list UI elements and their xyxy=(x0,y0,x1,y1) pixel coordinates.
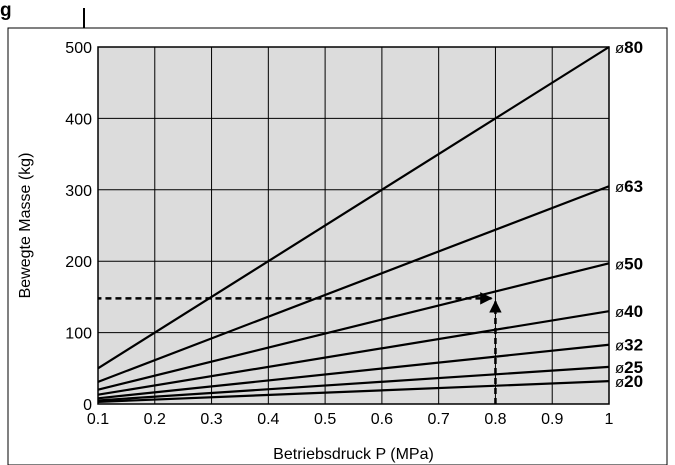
y-tick-label: 0 xyxy=(83,397,92,414)
series-line-d80 xyxy=(97,46,610,370)
series-line-d50 xyxy=(97,262,610,391)
series-line-d32 xyxy=(97,343,610,400)
x-tick-label: 0.4 xyxy=(257,411,279,428)
y-axis-label: Bewegte Masse (kg) xyxy=(17,153,34,299)
x-tick-label: 0.3 xyxy=(200,411,222,428)
series-label-d25: ø25 xyxy=(615,358,643,377)
x-tick-label: 0.7 xyxy=(428,411,450,428)
series-label-d40: ø40 xyxy=(615,302,643,321)
x-axis-ticks: 0.1 0.2 0.3 0.4 0.5 0.6 0.7 0.8 0.9 1 xyxy=(87,411,614,428)
plot-border xyxy=(97,46,610,405)
y-tick-label: 100 xyxy=(65,326,92,343)
x-tick-label: 0.6 xyxy=(371,411,393,428)
x-tick-label: 0.2 xyxy=(144,411,166,428)
y-tick-label: 200 xyxy=(65,254,92,271)
series-label-d80: ø80 xyxy=(615,38,643,57)
x-tick-label: 0.8 xyxy=(484,411,506,428)
y-tick-label: 400 xyxy=(65,111,92,128)
series-lines xyxy=(97,46,610,403)
x-tick-label: 1 xyxy=(605,411,614,428)
x-tick-label: 0.5 xyxy=(314,411,336,428)
x-tick-label: 0.9 xyxy=(541,411,563,428)
series-label-d20: ø20 xyxy=(615,372,643,391)
series-label-d32: ø32 xyxy=(615,336,643,355)
series-line-d63 xyxy=(97,185,610,383)
x-tick-label: 0.1 xyxy=(87,411,109,428)
y-tick-label: 500 xyxy=(65,40,92,57)
y-tick-label: 300 xyxy=(65,183,92,200)
series-label-d63: ø63 xyxy=(615,177,643,196)
plot-area xyxy=(98,47,609,404)
series-line-d20 xyxy=(97,380,610,403)
x-axis-label: Betriebsdruck P (MPa) xyxy=(273,446,434,463)
series-label-d50: ø50 xyxy=(615,254,643,273)
y-axis-ticks: 0 100 200 300 400 500 xyxy=(65,40,92,414)
series-line-d25 xyxy=(97,365,610,402)
page-heading: g xyxy=(0,0,12,21)
series-line-d40 xyxy=(97,310,610,396)
annotation xyxy=(98,292,502,404)
figure-frame xyxy=(7,27,668,465)
